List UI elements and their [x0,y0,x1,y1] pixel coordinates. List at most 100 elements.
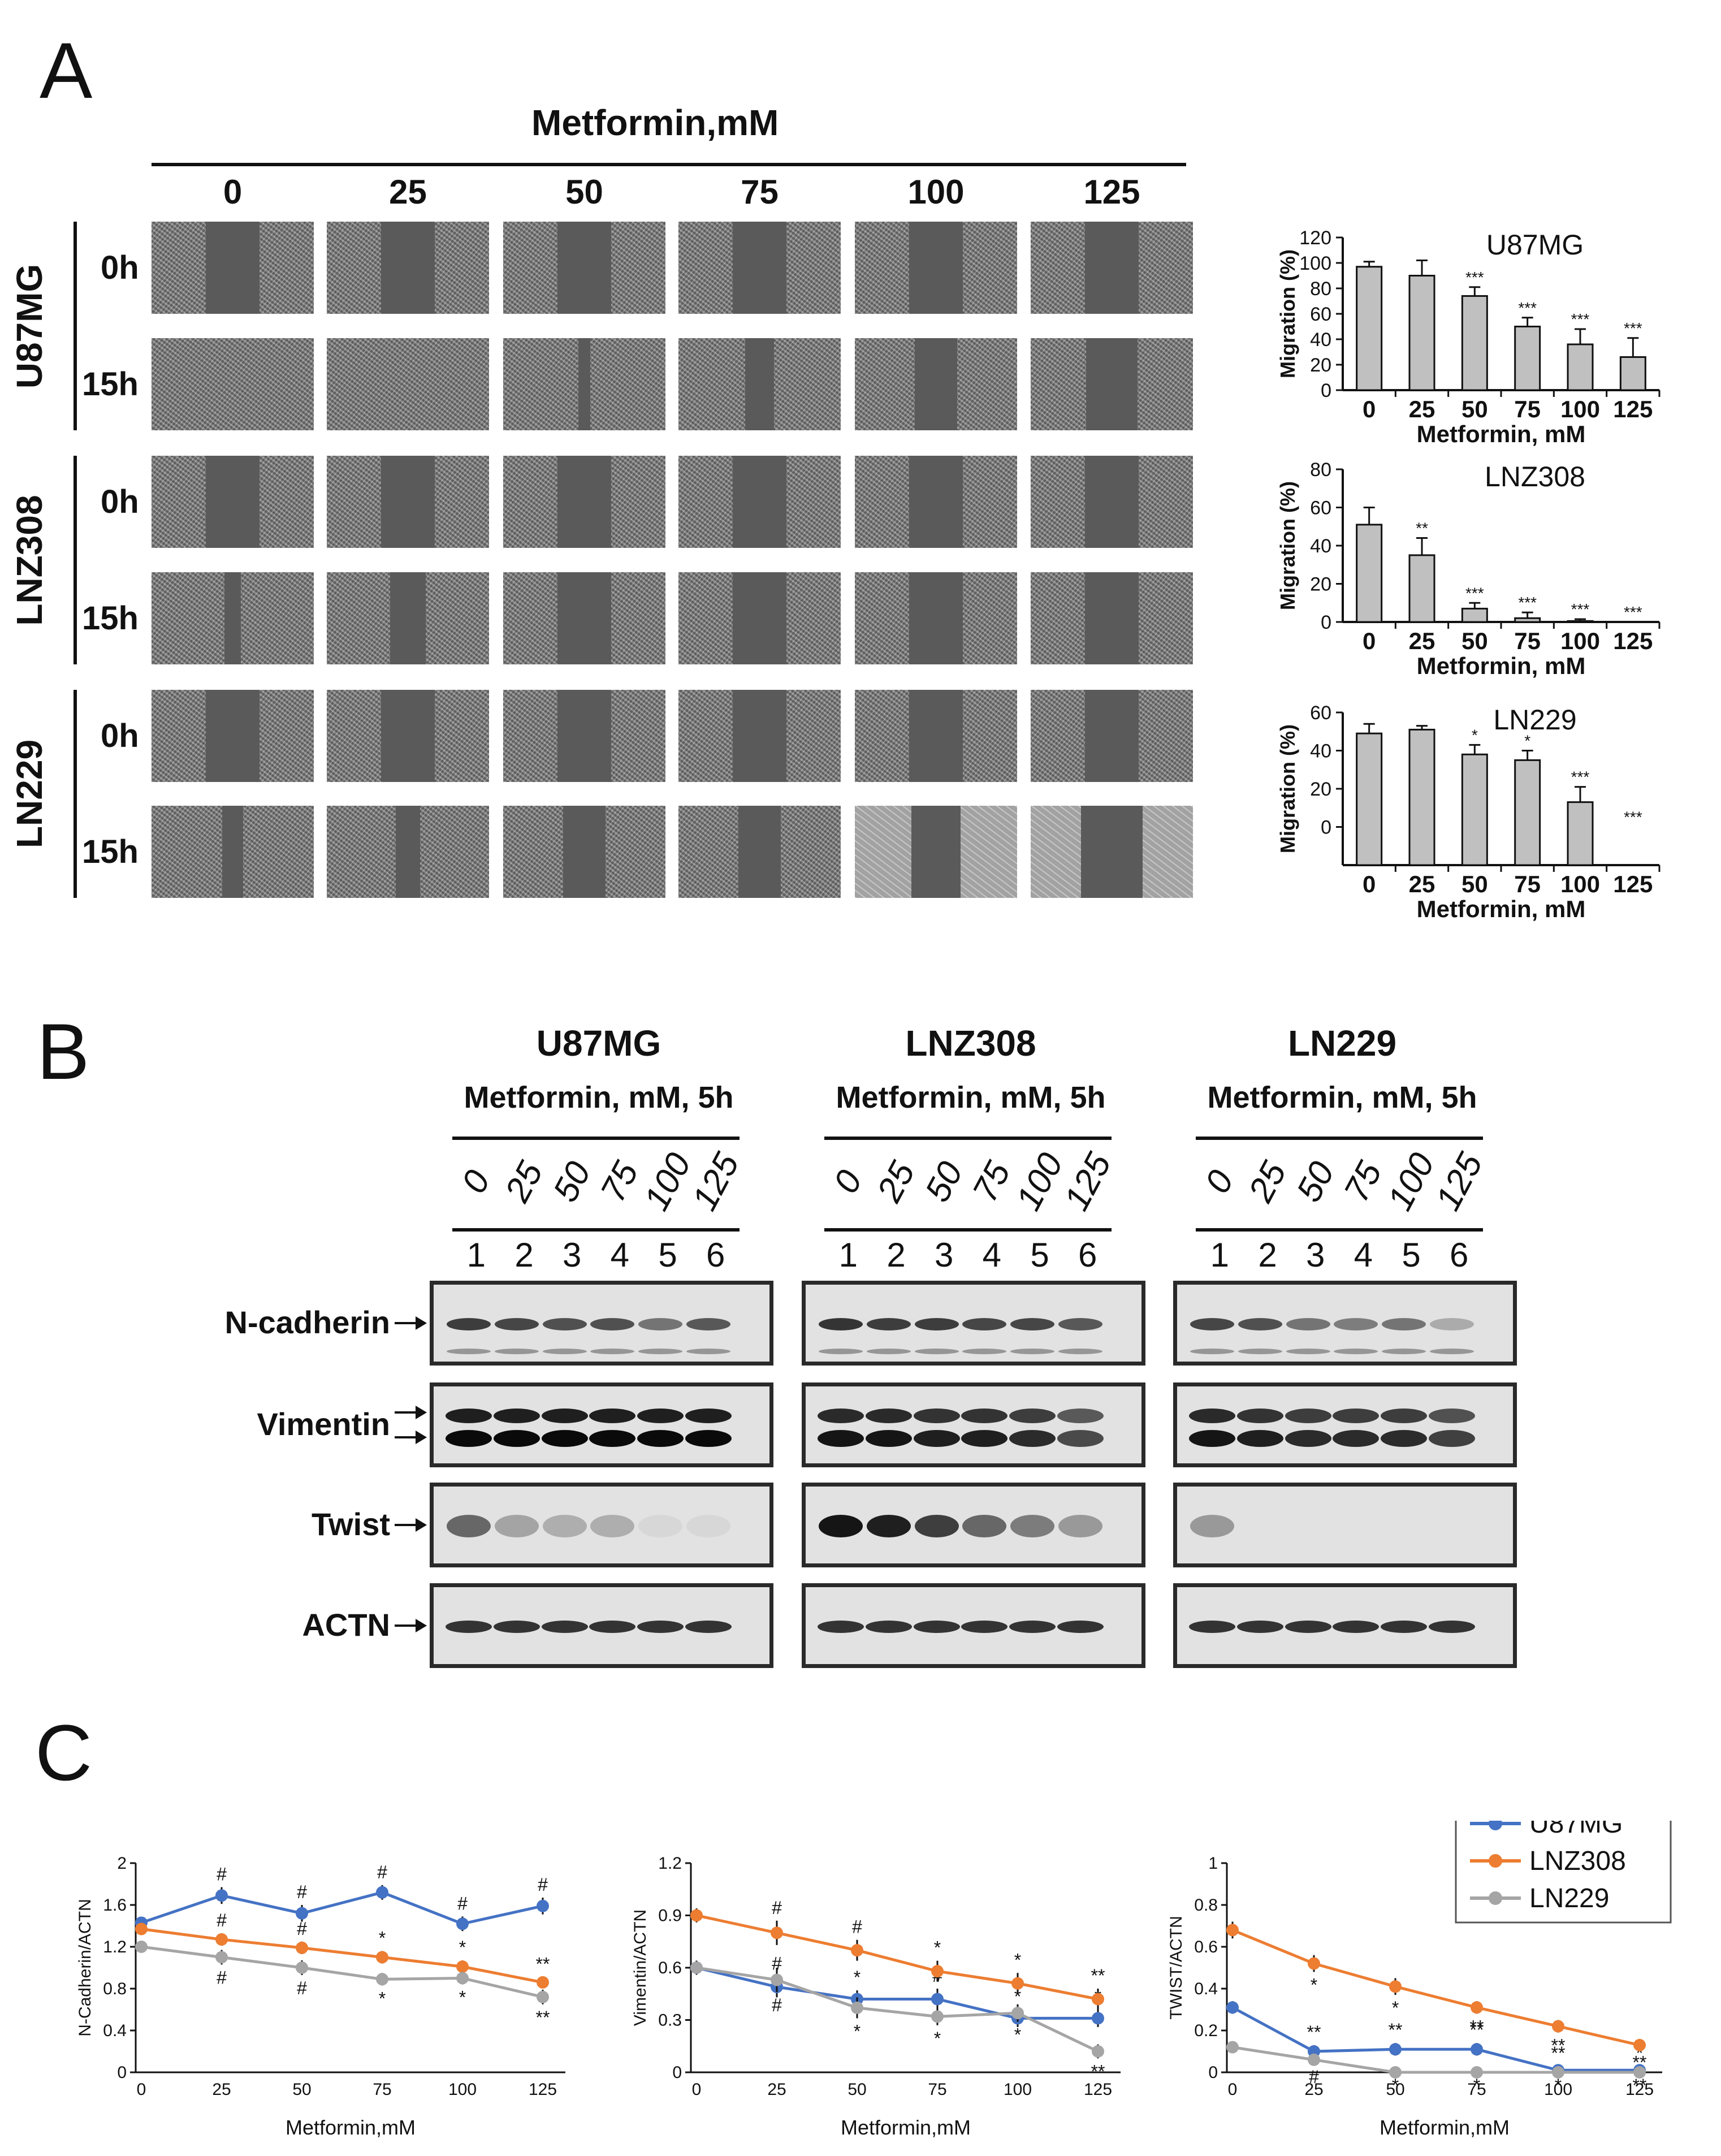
micrograph [855,338,1017,430]
significance-label: * [1472,726,1478,744]
blot-band [495,1515,539,1537]
lane-dose-label: 50 [1289,1155,1342,1208]
wound-gap [733,222,786,314]
series-line-ln229 [696,1966,1099,2053]
blot-band [867,1515,911,1537]
x-tick-label: 100 [1004,2080,1032,2099]
significance-label: *** [1624,809,1642,826]
bar [1408,554,1435,623]
blot-strip [802,1382,1145,1467]
time-label: 0h [101,249,139,286]
bar [1567,343,1594,391]
wound-gap [557,572,611,664]
series-line-ln229 [141,1945,543,1999]
bar [1461,607,1488,623]
lane-number: 5 [658,1236,677,1274]
data-point [1226,2001,1239,2014]
micrograph [1031,806,1193,898]
blot-band [685,1408,732,1423]
y-tick-label: 2 [117,1854,127,1873]
lane-number: 1 [466,1236,486,1274]
blot-band [494,1408,540,1423]
panel-letter-b: B [37,1007,90,1096]
blot-band [446,1621,492,1633]
significance-mark: * [934,1938,941,1958]
bar [1461,295,1488,391]
micrograph [1031,222,1193,314]
legend-entry: U87MG [1529,1821,1623,1839]
wound-gap [1086,338,1138,430]
wound-gap [911,806,961,898]
blot-band [685,1430,732,1447]
blot-band [1009,1408,1056,1423]
y-tick-label: 0 [1321,817,1331,839]
lane-number: 2 [1258,1236,1277,1274]
data-point [135,1941,148,1953]
y-tick-label: 0.6 [1194,1938,1218,1956]
data-point [1633,2038,1646,2051]
significance-mark: ** [1091,2061,1105,2081]
micrograph [327,456,489,548]
legend-swatch-marker [1489,1821,1502,1830]
micrograph [327,222,489,314]
y-axis-label: TWIST/ACTN [1167,1916,1186,2019]
lane-dose-label: 125 [1056,1147,1119,1217]
data-point [376,1951,388,1964]
bar-chart-lnz308: 0 20 40 60 80 0 ** 25 *** 50 *** 75 *** 100 *** 125 LNZ3… [1276,459,1661,679]
y-tick-label: 0.4 [1194,1980,1218,1998]
significance-label: *** [1518,594,1537,611]
panel-letter-a: A [40,26,93,115]
series-line-u87mg [696,1966,1098,2020]
blot-band [1285,1621,1331,1633]
y-tick-label: 0.4 [103,2021,127,2040]
blot-band [1428,1621,1475,1633]
micrograph [1031,456,1193,548]
significance-mark: * [854,2021,861,2041]
data-point [851,1944,863,1957]
significance-mark: * [1555,2075,1562,2095]
wound-gap [1085,690,1139,782]
x-tick-label: 75 [1514,396,1541,422]
x-tick-label: 0 [1363,396,1376,422]
micrograph [855,690,1017,782]
significance-mark: ** [536,2007,550,2028]
series-line-lnz308 [1232,1929,1640,2047]
y-tick-label: 40 [1310,535,1331,557]
significance-mark: # [852,1917,862,1937]
blot-band [1190,1318,1235,1330]
bar-chart-ln229: 0 20 40 60 0 25 * 50 * 75 *** 100 *** 125 LN229 Metform… [1276,702,1661,922]
y-tick-label: 60 [1310,304,1331,325]
arrow-icon [416,1316,427,1330]
blot-band [1057,1430,1104,1447]
significance-mark: ** [1470,2016,1484,2037]
x-tick-label: 125 [1613,396,1653,422]
data-point [1633,2066,1646,2079]
blot-band [447,1515,491,1537]
x-axis-label: Metformin, mM [1417,421,1586,447]
band-arrow [395,1524,418,1526]
x-tick-label: 125 [1625,2080,1654,2099]
x-tick-label: 100 [1544,2080,1572,2099]
data-point [1552,2066,1564,2079]
data-point [1092,1993,1104,2006]
wound-gap [738,806,781,898]
data-point [690,1961,703,1974]
blot-band [914,1349,959,1354]
blot-strip [430,1483,773,1567]
blot-band [866,1408,912,1423]
blot-band [685,1621,732,1633]
x-tick-label: 75 [1514,628,1541,654]
blot-strip [430,1382,773,1467]
lane-dose-label: 25 [1241,1155,1294,1208]
data-point [296,1941,308,1954]
significance-mark: * [379,1928,386,1948]
blot-band [867,1349,911,1354]
significance-mark: ** [536,1954,550,1974]
blot-band [541,1621,588,1633]
lane-dose-label: 125 [1428,1147,1490,1217]
lane-number: 1 [838,1236,858,1274]
wound-gap [909,222,963,314]
y-tick-label: 0.2 [1194,2021,1218,2040]
blot-band [686,1515,730,1537]
blot-band [638,1318,682,1330]
